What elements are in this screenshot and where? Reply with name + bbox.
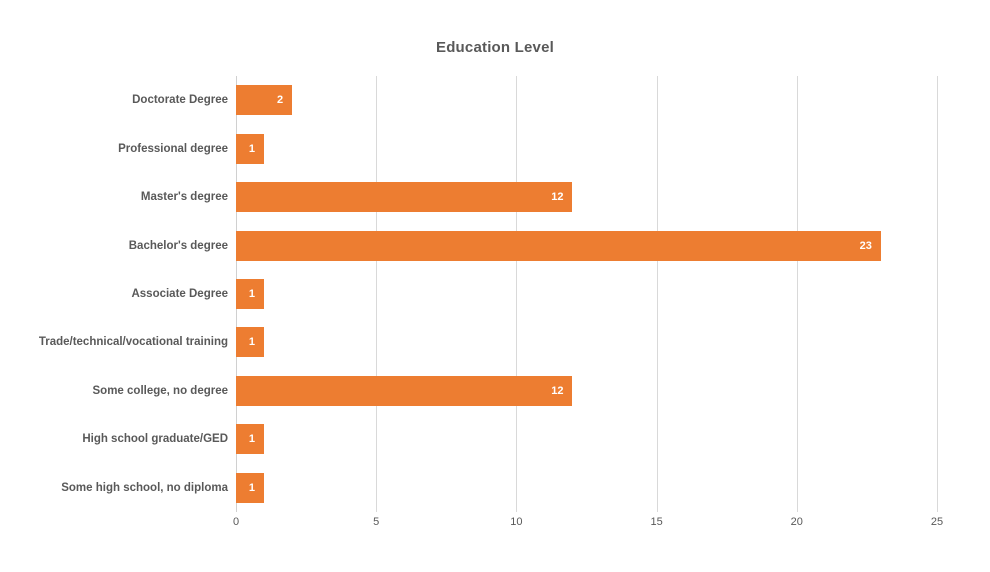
gridline-x-5: [376, 76, 378, 512]
x-axis-tick-label: 0: [232, 516, 240, 528]
x-axis-tick-label: 10: [510, 516, 523, 528]
bar-value-label: 1: [248, 433, 256, 446]
bar: 1: [236, 327, 265, 358]
x-axis-tick-label: 20: [790, 516, 803, 528]
category-label: Trade/technical/vocational training: [38, 336, 228, 349]
bar: 1: [236, 472, 265, 503]
bar: 1: [236, 279, 265, 309]
bar-value-label: 1: [248, 288, 256, 300]
bar: 1: [236, 424, 265, 455]
bar: 12: [236, 375, 573, 406]
plot-area: 2 1 12 23 1 1 12 1 1: [236, 76, 938, 512]
bar: 1: [236, 133, 265, 164]
category-label: High school graduate/GED: [82, 433, 228, 446]
category-label: Professional degree: [118, 142, 228, 155]
bar-value-label: 1: [248, 336, 256, 349]
bar-value-label: 12: [551, 384, 564, 397]
category-label: Some college, no degree: [92, 384, 228, 397]
bar-value-label: 23: [859, 239, 872, 252]
bar-value-label: 2: [276, 94, 284, 107]
bar: 23: [236, 230, 881, 261]
gridline-x-25: [937, 76, 938, 512]
category-label: Bachelor's degree: [128, 239, 228, 252]
category-label: Some high school, no diploma: [61, 481, 228, 494]
chart-title: Education Level: [435, 39, 555, 56]
gridline-x-15: [656, 76, 658, 512]
x-axis-tick-label: 25: [930, 516, 944, 528]
x-axis-tick-label: 15: [650, 516, 663, 528]
category-label: Master's degree: [140, 191, 228, 204]
bar: 2: [236, 85, 293, 116]
bar-value-label: 1: [248, 142, 256, 155]
bar-value-label: 1: [248, 481, 256, 494]
category-label: Doctorate Degree: [132, 94, 228, 107]
gridline-x-10: [516, 76, 518, 512]
bar: 12: [236, 182, 573, 213]
x-axis-tick-label: 5: [373, 516, 380, 528]
category-label: Associate Degree: [131, 288, 228, 300]
bar-value-label: 12: [551, 191, 564, 204]
gridline-x-20: [796, 76, 798, 512]
